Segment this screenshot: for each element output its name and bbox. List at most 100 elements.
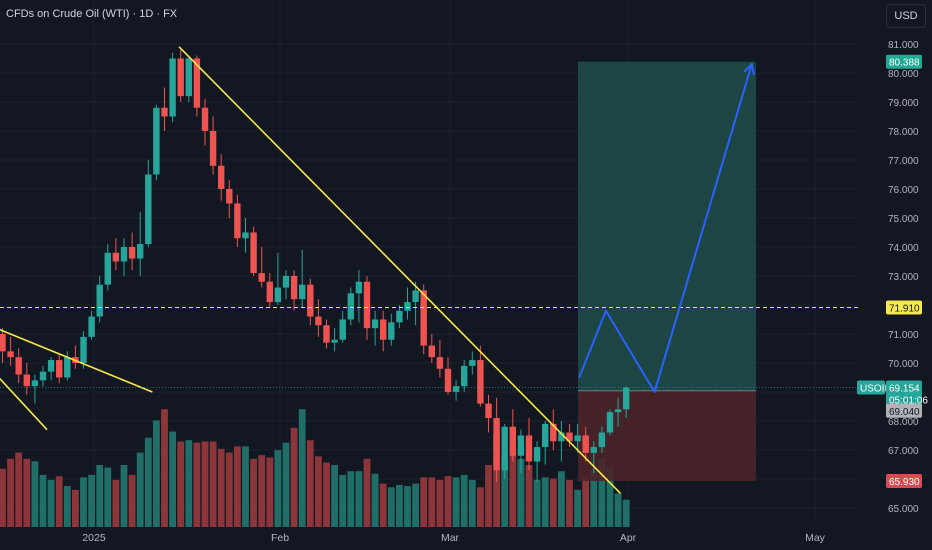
volume-bar	[15, 452, 23, 527]
trendline[interactable]	[178, 46, 622, 495]
candle-body	[550, 423, 557, 442]
volume-bar	[614, 493, 622, 527]
y-tick-label: 67.000	[888, 446, 919, 457]
volume-bar	[460, 474, 468, 527]
target-price-badge: 80.388	[889, 58, 920, 69]
arrow-head	[743, 62, 756, 76]
y-tick-label: 65.000	[888, 504, 919, 515]
candle-body	[404, 302, 411, 311]
y-tick-label: 76.000	[888, 185, 919, 196]
volume-bar	[234, 446, 241, 527]
target-price-badge-bg	[886, 54, 922, 69]
volume-bar	[153, 420, 160, 527]
target-zone[interactable]	[578, 61, 756, 391]
candle-body	[525, 435, 533, 462]
y-tick-label: 78.000	[888, 127, 919, 138]
trendline[interactable]	[0, 375, 48, 431]
volume-bar	[23, 458, 31, 527]
y-tick-label: 81.000	[888, 40, 919, 51]
candle-body	[120, 246, 128, 262]
volume-bar	[582, 477, 590, 527]
volume-bar	[428, 477, 436, 527]
volume-bar	[242, 446, 249, 527]
candle-body	[23, 374, 30, 387]
stop-price-badge-bg	[886, 473, 922, 488]
candle-body	[0, 333, 6, 352]
candle-body	[64, 357, 71, 378]
y-tick-label: 75.000	[888, 214, 919, 225]
volume-bar	[509, 455, 517, 527]
volume-bar	[31, 461, 39, 527]
candle-body	[88, 316, 95, 337]
candle-body	[590, 447, 597, 453]
candle-body	[566, 432, 573, 442]
candle-body	[477, 360, 484, 404]
y-tick-label: 71.000	[888, 330, 919, 341]
volume-bar	[185, 440, 193, 527]
volume-bar	[39, 474, 47, 527]
candle-body	[161, 107, 168, 117]
candle-body	[145, 174, 152, 245]
currency-button[interactable]: USD	[886, 4, 926, 28]
volume-bar	[355, 471, 363, 527]
volume-bar	[420, 477, 428, 527]
candle-body	[96, 284, 103, 317]
volume-bar	[55, 476, 63, 527]
volume-bar	[258, 455, 266, 527]
volume-bar	[379, 483, 387, 527]
y-tick-label: 74.000	[888, 243, 919, 254]
candle-body	[412, 290, 419, 303]
candle-body	[31, 380, 39, 387]
stop-zone[interactable]	[578, 390, 756, 481]
volume-bar	[452, 477, 460, 527]
candle-body	[388, 322, 395, 340]
entry-price-badge: 69.040	[889, 407, 920, 418]
volume-bar	[477, 487, 484, 527]
x-tick-label: Mar	[441, 532, 460, 544]
y-tick-label: 79.000	[888, 98, 919, 109]
candle-body	[623, 387, 630, 410]
candle-body	[177, 58, 184, 97]
volume-bar	[347, 471, 355, 527]
volume-bar	[177, 441, 185, 527]
volume-bar	[549, 478, 557, 527]
candle-body	[501, 426, 508, 471]
candle-body	[258, 273, 265, 282]
candle-body	[218, 165, 225, 189]
entry-price-badge-bg	[886, 403, 922, 418]
y-tick-label: 68.000	[888, 417, 919, 428]
volume-bar	[306, 440, 314, 527]
candle-body	[137, 244, 144, 259]
volume-bar	[290, 427, 298, 527]
candle-body	[606, 412, 614, 433]
y-tick-label: 70.000	[888, 359, 919, 370]
volume-bar	[136, 452, 144, 527]
trendlines[interactable]	[0, 46, 622, 495]
x-tick-label: 2025	[82, 532, 106, 544]
projection-arrow[interactable]	[578, 62, 756, 393]
candle-body	[614, 409, 622, 413]
candle-body	[355, 281, 363, 294]
candle-body	[80, 336, 87, 363]
candle-body	[380, 319, 387, 340]
candle-body	[371, 319, 379, 329]
candle-body	[7, 351, 14, 358]
volume-bar	[387, 487, 395, 527]
time-axis[interactable]: 2025 Feb Mar Apr May	[82, 532, 825, 544]
volume-bar	[444, 476, 452, 527]
price-axis[interactable]: 65.00066.00067.00068.00069.00070.00071.0…	[858, 0, 932, 550]
candle-body	[169, 58, 176, 117]
candle-body	[542, 423, 549, 448]
trendline[interactable]	[0, 328, 153, 393]
volume-bar	[266, 457, 274, 527]
volume-bar	[112, 479, 120, 527]
position-zones[interactable]	[578, 61, 756, 481]
volume-bar	[88, 474, 95, 527]
volume-bar	[225, 452, 233, 527]
level-price-badge-bg	[886, 300, 922, 315]
projection-path[interactable]	[578, 63, 753, 393]
candle-body	[104, 252, 111, 285]
level-price-badge: 71.910	[889, 304, 920, 315]
volume-bar	[533, 479, 541, 527]
